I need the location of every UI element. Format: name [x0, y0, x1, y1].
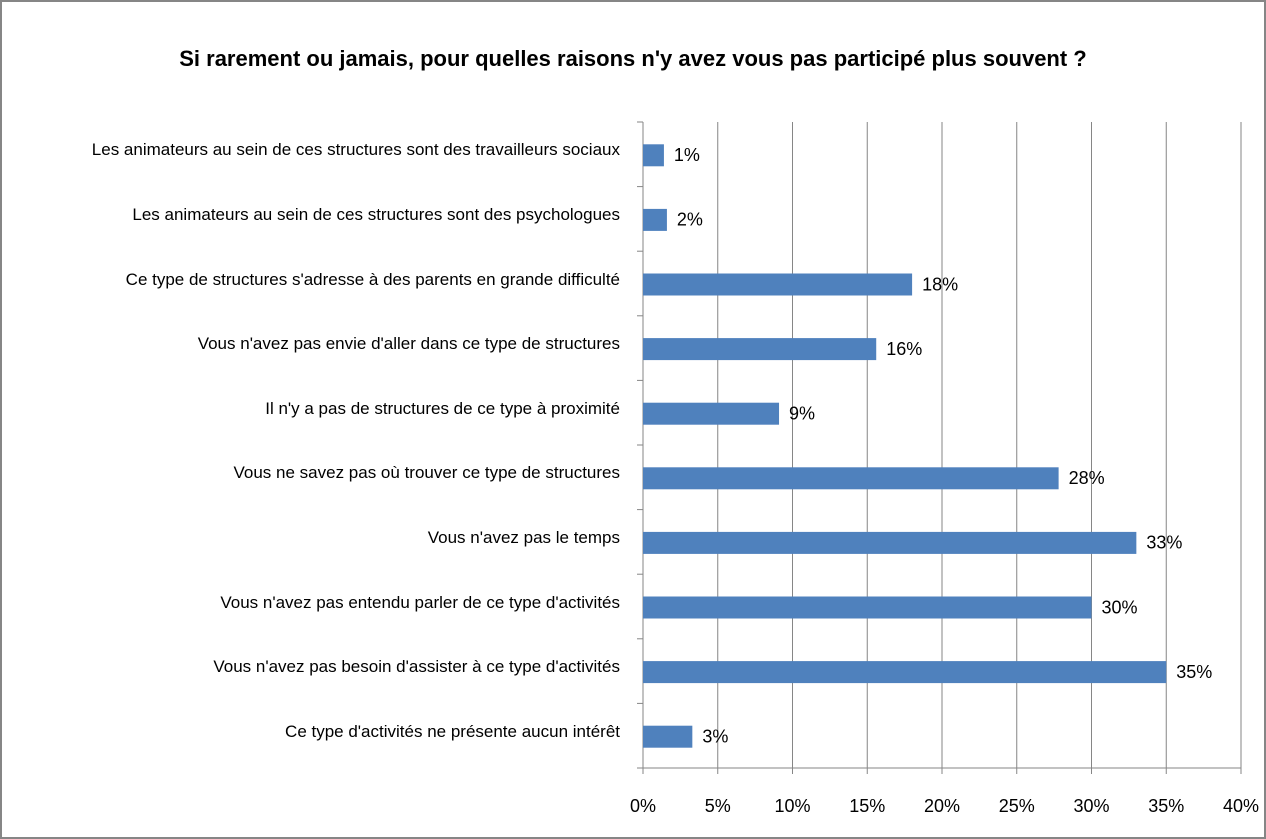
data-label: 28%: [1069, 468, 1105, 488]
data-label: 30%: [1102, 597, 1138, 617]
bar: [643, 596, 1092, 619]
category-label: Vous n'avez pas le temps: [427, 527, 620, 547]
x-tick-label: 5%: [705, 796, 731, 816]
data-label: 3%: [702, 726, 728, 746]
x-tick-label: 40%: [1223, 796, 1259, 816]
data-label: 2%: [677, 210, 703, 230]
category-label: Vous n'avez pas entendu parler de ce typ…: [220, 592, 620, 612]
x-tick-label: 25%: [999, 796, 1035, 816]
category-label: Vous ne savez pas où trouver ce type de …: [233, 463, 621, 483]
x-tick-label: 20%: [924, 796, 960, 816]
chart-title: Si rarement ou jamais, pour quelles rais…: [179, 46, 1087, 71]
x-tick-label: 30%: [1073, 796, 1109, 816]
category-label: Vous n'avez pas envie d'aller dans ce ty…: [197, 334, 620, 354]
bar: [643, 531, 1137, 554]
category-label: Les animateurs au sein de ces structures…: [132, 204, 620, 224]
category-label: Vous n'avez pas besoin d'assister à ce t…: [213, 657, 620, 677]
data-label: 1%: [674, 145, 700, 165]
data-label: 33%: [1146, 533, 1182, 553]
category-label: Il n'y a pas de structures de ce type à …: [265, 398, 620, 418]
data-label: 9%: [789, 403, 815, 423]
x-tick-label: 35%: [1148, 796, 1184, 816]
x-tick-label: 0%: [630, 796, 656, 816]
bar: [643, 144, 664, 167]
x-tick-label: 15%: [849, 796, 885, 816]
data-label: 18%: [922, 274, 958, 294]
category-label: Ce type de structures s'adresse à des pa…: [125, 269, 620, 289]
data-label: 35%: [1176, 662, 1212, 682]
x-tick-label: 10%: [774, 796, 810, 816]
bar: [643, 338, 877, 361]
bar: [643, 208, 667, 231]
data-label: 16%: [886, 339, 922, 359]
bar: [643, 725, 693, 748]
bar: [643, 661, 1167, 684]
bar: [643, 467, 1059, 490]
bar: [643, 402, 780, 425]
category-label: Ce type d'activités ne présente aucun in…: [285, 721, 620, 741]
bar: [643, 273, 913, 296]
category-label: Les animateurs au sein de ces structures…: [91, 140, 620, 160]
